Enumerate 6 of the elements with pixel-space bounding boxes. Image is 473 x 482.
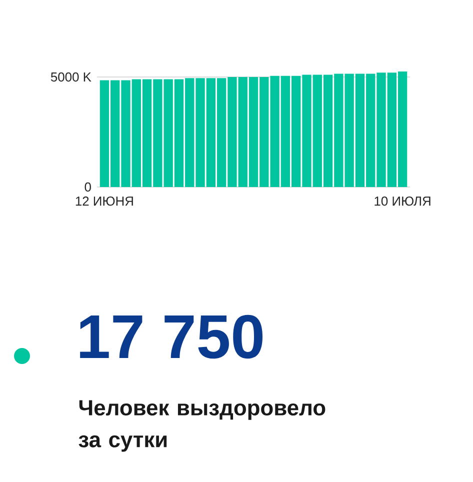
- text: 17 750: [80, 314, 262, 359]
- text: Человек выздоровело за сутки: [78, 400, 326, 452]
- x-tick-label: 12 ИЮНЯ: [76, 196, 133, 206]
- x-tick-label: 10 ИЮЛЯ: [374, 196, 430, 206]
- y-tick-label: 0: [84, 182, 91, 192]
- y-tick-label: 5000 K: [50, 72, 92, 82]
